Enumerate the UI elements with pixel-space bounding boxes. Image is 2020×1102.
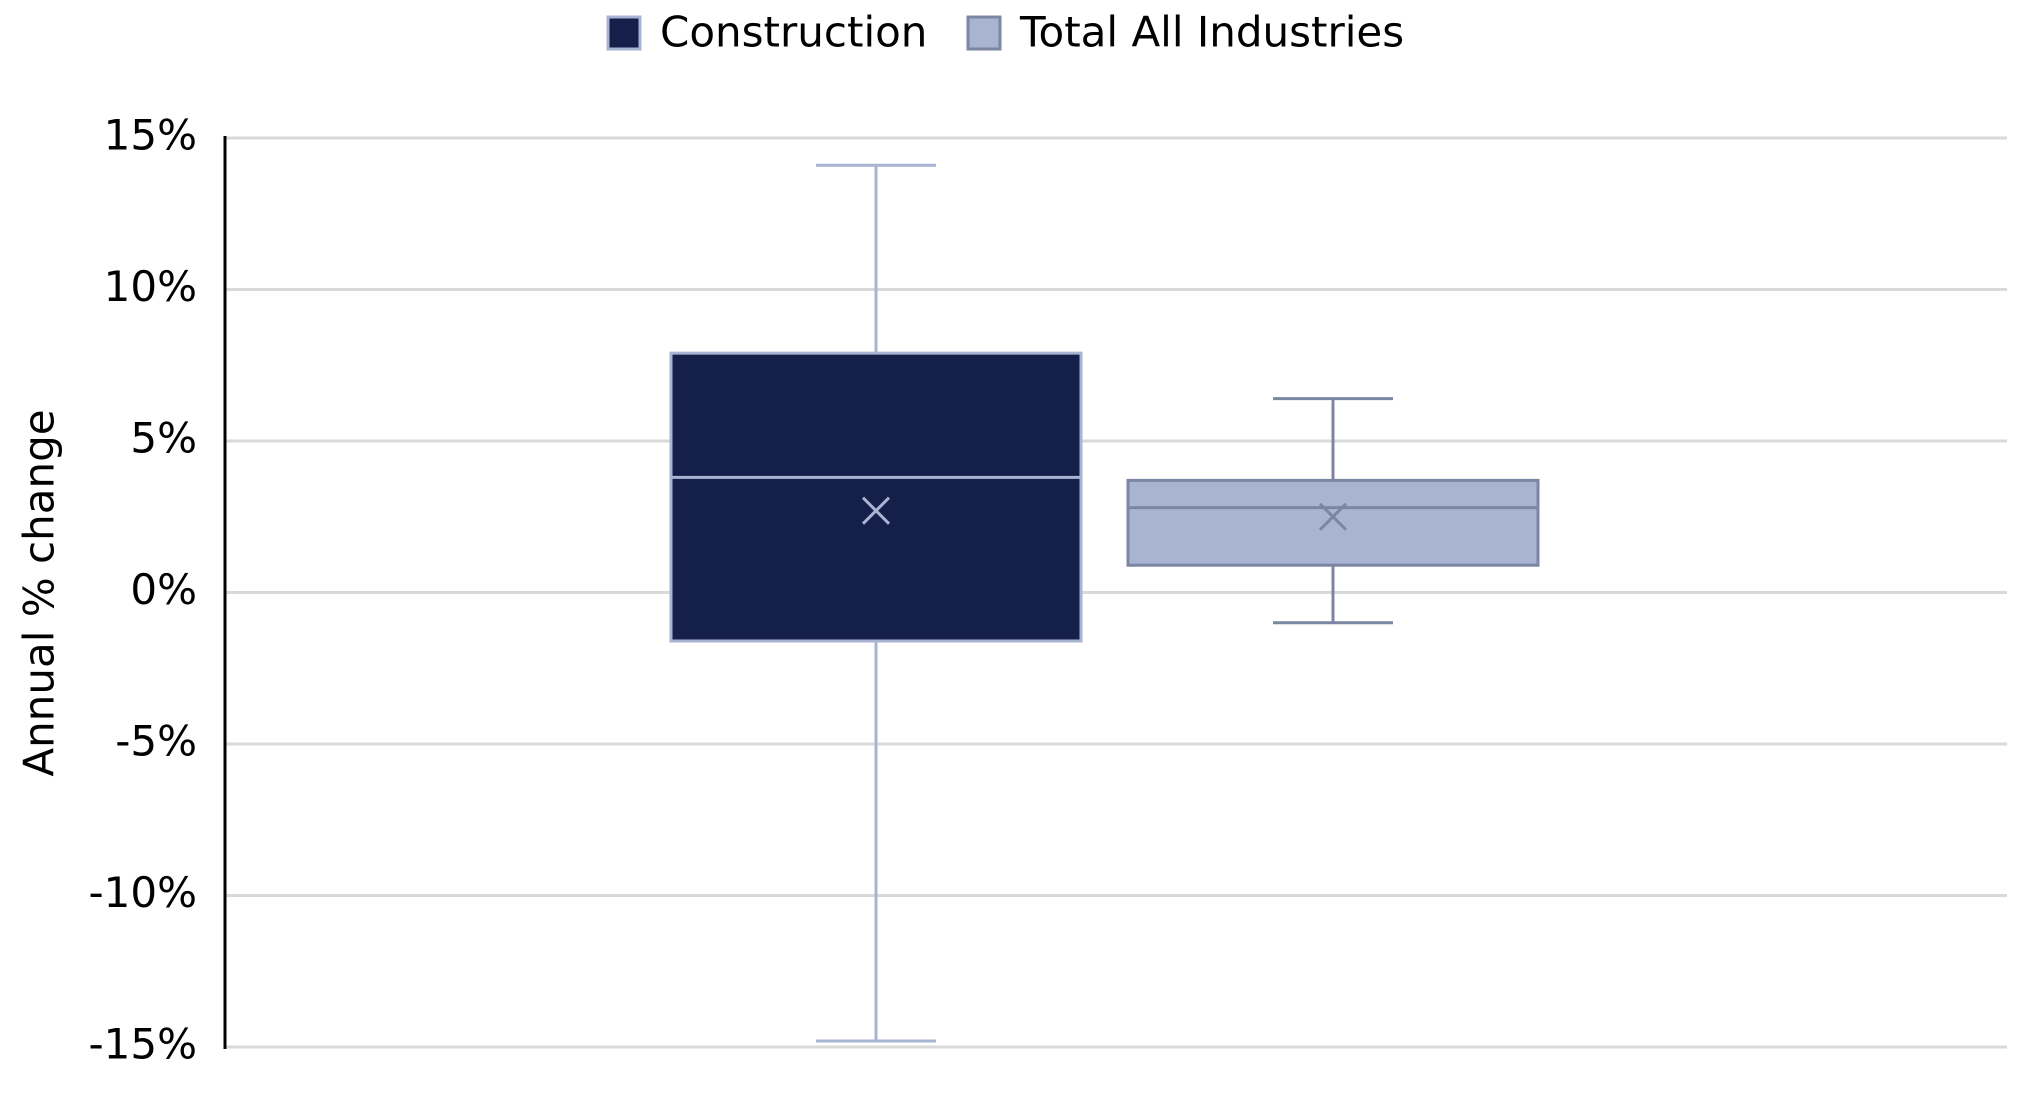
y-tick-label: 5% [130, 414, 197, 463]
legend-swatch [606, 15, 642, 51]
y-tick-label: -10% [88, 868, 197, 917]
legend-label: Total All Industries [1019, 8, 1404, 57]
mean-marker [861, 496, 891, 525]
y-tick-label: 0% [130, 565, 197, 614]
y-tick-label: -5% [115, 717, 197, 766]
y-axis-label: Annual % change [15, 409, 64, 776]
legend-swatch [966, 15, 1002, 51]
legend-label: Construction [660, 8, 927, 57]
mean-marker [1318, 502, 1348, 531]
y-tick-label: 10% [104, 262, 197, 311]
y-tick-label: 15% [104, 111, 197, 160]
y-tick-label: -15% [88, 1020, 197, 1069]
box [669, 351, 1083, 643]
box [1126, 478, 1540, 567]
